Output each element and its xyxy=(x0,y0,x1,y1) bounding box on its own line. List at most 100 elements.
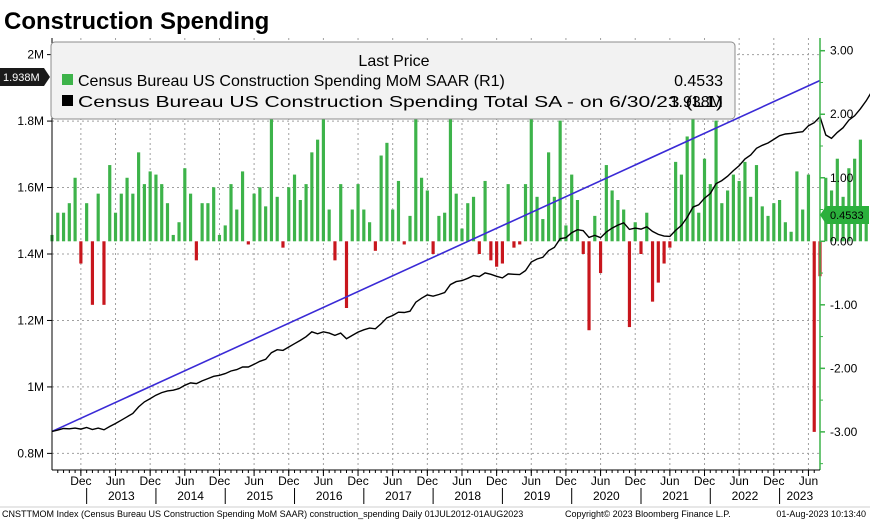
mom-bar xyxy=(327,209,331,242)
mom-bar xyxy=(206,203,210,242)
mom-bar xyxy=(137,152,141,242)
mom-bar xyxy=(523,184,528,242)
mom-bar xyxy=(264,206,268,242)
mom-bar xyxy=(495,241,499,267)
left-axis-ticks: 0.8M 1M 1.2M 1.4M 1.6M 1.8M 2M xyxy=(17,48,52,460)
mom-bar xyxy=(593,215,597,242)
mom-bar xyxy=(379,155,383,242)
mom-bar xyxy=(674,161,678,242)
left-tag-shape xyxy=(0,68,50,86)
mom-bar xyxy=(552,196,556,242)
x-year-label: 2021 xyxy=(662,489,689,503)
x-tick-label: Jun xyxy=(799,474,818,488)
mom-bar xyxy=(454,193,458,242)
mom-bar xyxy=(633,222,637,242)
mom-bar xyxy=(396,180,401,242)
mom-bar xyxy=(344,241,349,308)
mom-bar xyxy=(697,212,701,242)
x-tick-label: Jun xyxy=(522,474,541,488)
left-tick-label: 1M xyxy=(27,380,44,394)
mom-bar xyxy=(506,184,510,242)
mom-bar xyxy=(269,88,274,242)
mom-bar xyxy=(119,193,123,242)
mom-bar xyxy=(737,180,741,242)
mom-bar xyxy=(610,190,614,242)
mom-bar xyxy=(766,215,770,242)
x-year-label: 2020 xyxy=(593,489,620,503)
mom-bar xyxy=(194,241,198,261)
mom-bar xyxy=(662,241,666,264)
x-tick-label: Jun xyxy=(452,474,471,488)
mom-bar xyxy=(864,209,868,242)
mom-bar xyxy=(466,203,470,242)
mom-bar xyxy=(726,190,730,242)
mom-bar xyxy=(148,171,152,242)
mom-bar xyxy=(61,212,66,242)
x-tick-label: Dec xyxy=(139,474,160,488)
x-year-label: 2017 xyxy=(385,489,412,503)
chart-title: Construction Spending xyxy=(4,8,269,35)
mom-bar xyxy=(90,241,95,305)
mom-bar xyxy=(102,241,106,305)
mom-bar xyxy=(835,158,839,242)
x-year-label: 2018 xyxy=(454,489,481,503)
mom-bar xyxy=(408,215,412,242)
mom-bar xyxy=(183,168,187,242)
left-tick-label: 1.6M xyxy=(17,181,44,195)
mom-bar xyxy=(541,219,545,242)
mom-bar xyxy=(731,174,735,242)
mom-bar xyxy=(760,206,764,242)
mom-bar xyxy=(217,234,222,242)
trend-line xyxy=(51,79,821,433)
left-tick-label: 1.4M xyxy=(17,247,44,261)
right-tick-label: -2.00 xyxy=(830,361,858,375)
mom-bar xyxy=(402,241,406,245)
left-tick-label: 2M xyxy=(27,48,44,62)
right-tag-text: 0.4533 xyxy=(830,210,864,222)
total-spending-line xyxy=(51,93,870,433)
mom-bar xyxy=(321,117,325,242)
left-tick-label: 1.8M xyxy=(17,114,44,128)
legend-label-total: Census Bureau US Construction Spending T… xyxy=(78,94,723,111)
mom-bar xyxy=(419,177,424,242)
mom-bar xyxy=(858,139,863,242)
x-tick-label: Jun xyxy=(729,474,748,488)
mom-bar xyxy=(639,241,643,254)
x-tick-label: Dec xyxy=(209,474,230,488)
mom-bar xyxy=(431,241,435,254)
x-tick-label: Dec xyxy=(763,474,784,488)
footer-left: CNSTTMOM Index (Census Bureau US Constru… xyxy=(2,509,523,519)
mom-bar xyxy=(414,101,418,242)
mom-bar xyxy=(668,241,672,248)
mom-bar xyxy=(177,222,181,242)
mom-bar xyxy=(650,241,655,302)
mom-bar xyxy=(385,142,389,242)
mom-bar xyxy=(362,209,366,242)
mom-bar xyxy=(570,174,574,242)
x-tick-label: Jun xyxy=(383,474,402,488)
mom-bar xyxy=(165,203,170,242)
mom-bar xyxy=(604,165,608,242)
series-lines xyxy=(51,79,870,433)
x-tick-label: Jun xyxy=(175,474,194,488)
mom-bar xyxy=(622,209,626,242)
mom-bar xyxy=(691,111,695,242)
mom-bar xyxy=(783,222,787,242)
mom-bar xyxy=(460,228,464,242)
x-year-label: 2019 xyxy=(524,489,551,503)
mom-bar xyxy=(316,139,320,242)
mom-bar xyxy=(310,152,314,242)
mom-bar xyxy=(754,165,759,242)
mom-bar xyxy=(500,241,504,264)
x-tick-label: Dec xyxy=(70,474,91,488)
mom-bar xyxy=(292,174,297,242)
mom-bar xyxy=(246,241,250,245)
mom-bar xyxy=(587,241,591,331)
mom-bar xyxy=(656,241,660,283)
mom-bar xyxy=(356,184,360,242)
mom-bar xyxy=(125,177,129,242)
right-tick-label: 3.00 xyxy=(830,44,854,58)
mom-bar xyxy=(304,184,308,242)
mom-bar xyxy=(252,193,256,242)
